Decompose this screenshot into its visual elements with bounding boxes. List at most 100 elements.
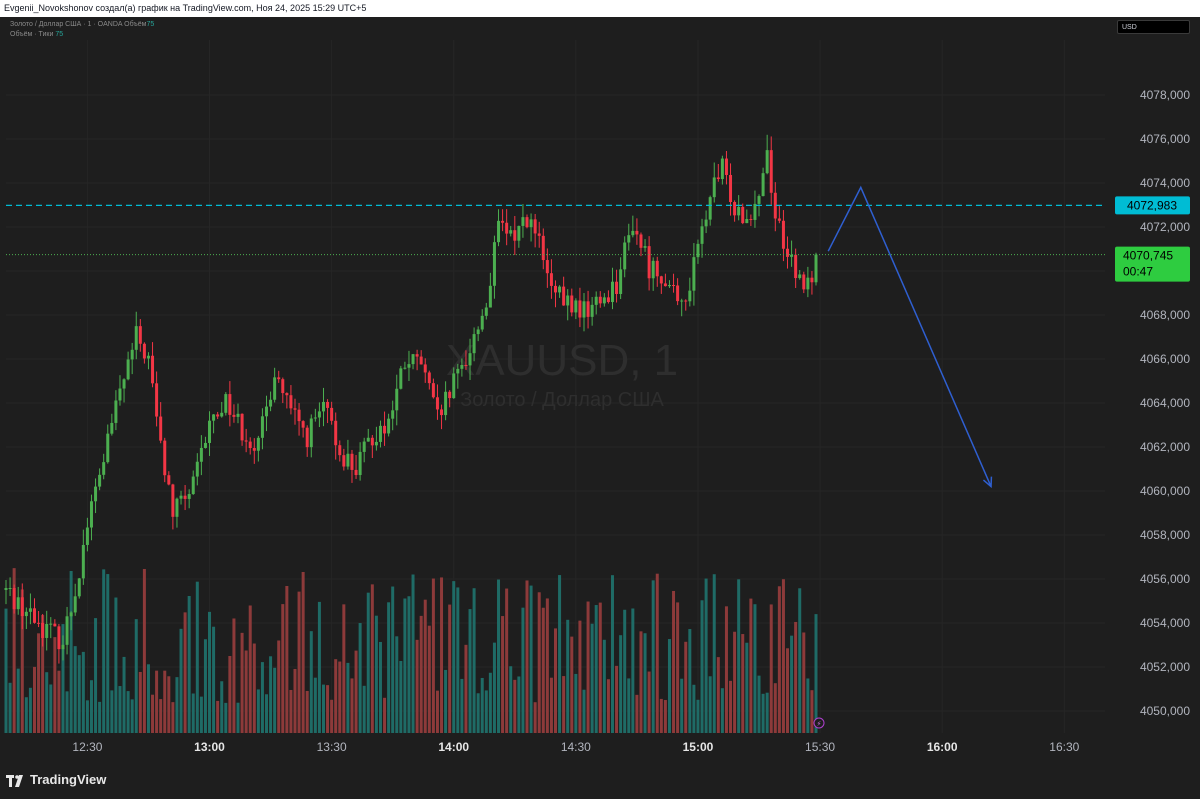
candle-body	[232, 414, 236, 417]
candle-body	[720, 158, 724, 180]
volume-bar	[594, 605, 598, 733]
candle-body	[130, 349, 134, 360]
candle-body	[102, 462, 106, 475]
candle-body	[460, 364, 464, 369]
volume-bar	[549, 677, 553, 733]
candle-body	[69, 612, 73, 617]
volume-bar	[183, 612, 187, 733]
candle-body	[374, 441, 378, 446]
volume-bar	[130, 699, 134, 733]
candle-body	[798, 274, 802, 279]
candle-body	[667, 285, 671, 287]
volume-bar	[777, 586, 781, 733]
candle-body	[545, 260, 549, 274]
candle-body	[366, 437, 370, 442]
volume-bar	[448, 604, 452, 733]
volume-bar	[244, 650, 248, 733]
forecast-arrow-head	[982, 476, 993, 489]
volume-bar	[578, 620, 582, 733]
volume-bar	[285, 586, 289, 733]
volume-bar	[350, 678, 354, 733]
candle-body	[317, 411, 321, 418]
candle-body	[769, 150, 773, 193]
candle-body	[574, 300, 578, 313]
price-tick-label: 4050,000	[1140, 704, 1190, 718]
tradingview-logo-icon	[6, 774, 23, 787]
candle-body	[411, 354, 415, 365]
candle-body	[179, 495, 183, 499]
volume-bar	[700, 600, 704, 733]
candle-body	[606, 297, 610, 303]
candle-body	[659, 276, 663, 284]
candle-countdown-text: 00:47	[1123, 265, 1153, 279]
volume-bar	[765, 692, 769, 733]
tradingview-branding[interactable]: TradingView	[6, 772, 106, 787]
legend-volume-value: 75	[146, 21, 155, 28]
candle-body	[151, 355, 155, 384]
volume-bar	[199, 696, 203, 733]
price-chart[interactable]: XAUUSD, 1 Золото / Доллар США 4050,00040…	[0, 0, 1200, 770]
legend-symbol-text: Золото / Доллар США · 1 · OANDA	[10, 21, 123, 28]
candle-body	[77, 578, 81, 597]
volume-bar	[541, 607, 545, 733]
candle-body	[602, 297, 606, 304]
candle-body	[305, 427, 309, 448]
volume-bar	[395, 636, 399, 733]
volume-bar	[586, 601, 590, 733]
volume-bar	[745, 642, 749, 733]
candle-body	[501, 220, 505, 223]
candle-body	[146, 355, 150, 359]
candle-body	[610, 281, 614, 303]
candle-body	[448, 391, 452, 399]
candle-body	[521, 217, 525, 226]
candle-body	[578, 300, 582, 318]
volume-bar	[232, 618, 236, 733]
candle-body	[220, 412, 224, 417]
currency-selector[interactable]: USD	[1117, 20, 1190, 34]
volume-bar	[212, 626, 216, 733]
volume-bar	[643, 633, 647, 733]
candle-body	[806, 277, 810, 290]
candle-body	[297, 409, 301, 422]
resistance-price-tag	[1115, 196, 1190, 215]
volume-bar	[374, 615, 378, 733]
candle-body	[484, 307, 488, 316]
volume-bar	[16, 668, 20, 733]
volume-bar	[680, 678, 684, 733]
volume-bar	[305, 690, 309, 733]
candle-body	[635, 230, 639, 235]
volume-bar	[452, 581, 456, 733]
volume-bar	[134, 619, 138, 733]
candle-body	[452, 373, 456, 399]
volume-bar	[484, 690, 488, 733]
volume-bar	[729, 680, 733, 733]
volume-bar	[574, 673, 578, 733]
candle-body	[757, 196, 761, 204]
volume-bar	[269, 656, 273, 733]
volume-legend[interactable]: Объём · Тики 75	[10, 31, 63, 38]
volume-bar	[415, 639, 419, 733]
price-tick-label: 4074,000	[1140, 176, 1190, 190]
volume-bar	[260, 662, 264, 733]
volume-bar	[537, 592, 541, 733]
volume-bar	[354, 650, 358, 733]
candle-body	[346, 453, 350, 467]
volume-bar	[708, 676, 712, 733]
candle-body	[285, 393, 289, 396]
candle-body	[208, 420, 212, 443]
candle-body	[334, 420, 338, 446]
volume-bar	[480, 677, 484, 733]
volume-bar	[45, 672, 49, 733]
candle-body	[45, 623, 49, 638]
candle-body	[456, 368, 460, 374]
candle-body	[570, 295, 574, 313]
volume-bar	[151, 694, 155, 733]
candle-body	[41, 622, 45, 638]
symbol-legend[interactable]: Золото / Доллар США · 1 · OANDA Объём75	[10, 21, 154, 28]
volume-bar	[460, 678, 464, 733]
candle-body	[692, 257, 696, 291]
candle-body	[590, 304, 594, 317]
volume-bar	[142, 568, 146, 733]
candle-body	[427, 372, 431, 384]
price-tick-label: 4054,000	[1140, 616, 1190, 630]
